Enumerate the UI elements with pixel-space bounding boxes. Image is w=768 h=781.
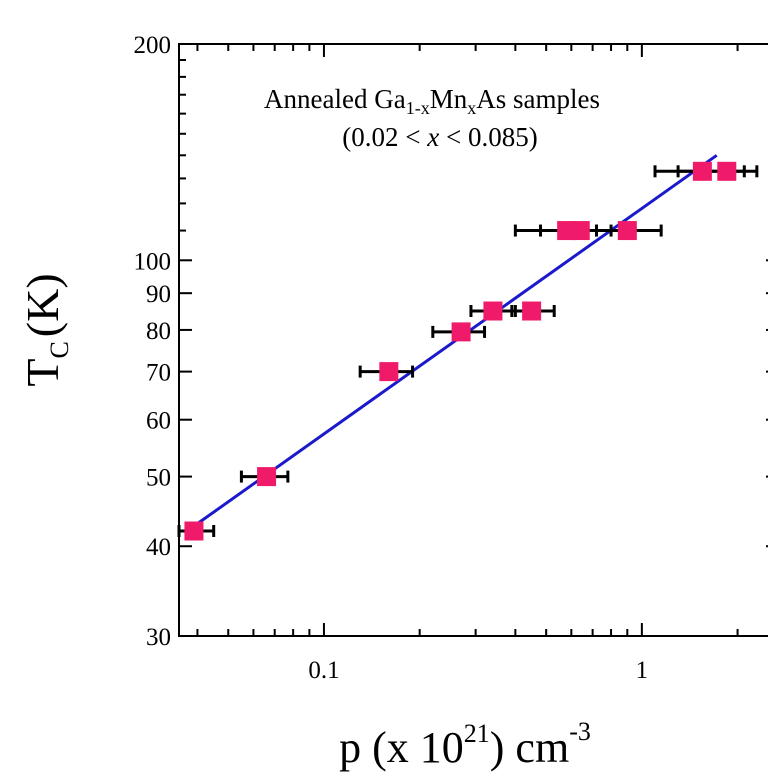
data-point	[483, 301, 503, 321]
ticks	[179, 43, 768, 637]
x-tick-labels: 0.1 1	[308, 657, 648, 684]
y-tick-label: 60	[146, 408, 171, 435]
data-point	[451, 322, 471, 342]
y-tick-label: 200	[134, 32, 172, 59]
annotation-line-1: Annealed Ga1-xMnxAs samples	[264, 84, 600, 118]
data-point	[617, 221, 637, 241]
y-tick-label: 40	[146, 534, 171, 561]
data-point	[522, 301, 542, 321]
y-tick-label: 100	[134, 248, 172, 275]
data-point	[379, 362, 399, 382]
data-point	[570, 221, 590, 241]
y-tick-label: 50	[146, 465, 171, 492]
x-axis-label: p (x 1021) cm-3	[339, 717, 591, 772]
x-tick-label: 1	[636, 657, 649, 684]
data-point	[257, 467, 277, 487]
y-tick-label: 30	[146, 624, 171, 651]
annotation-line-2: (0.02 < x < 0.085)	[342, 122, 537, 152]
plot-frame	[178, 43, 768, 637]
y-tick-label: 90	[146, 281, 171, 308]
data-markers	[184, 161, 737, 541]
y-tick-label: 80	[146, 318, 171, 345]
y-axis-label: TC(K)	[17, 273, 74, 386]
y-tick-label: 70	[146, 360, 171, 387]
data-point	[692, 161, 712, 181]
x-tick-label: 0.1	[308, 657, 339, 684]
data-point	[717, 161, 737, 181]
data-point	[184, 521, 204, 541]
y-tick-labels: 30 40 50 60 70 80 90 100 200	[134, 32, 172, 651]
